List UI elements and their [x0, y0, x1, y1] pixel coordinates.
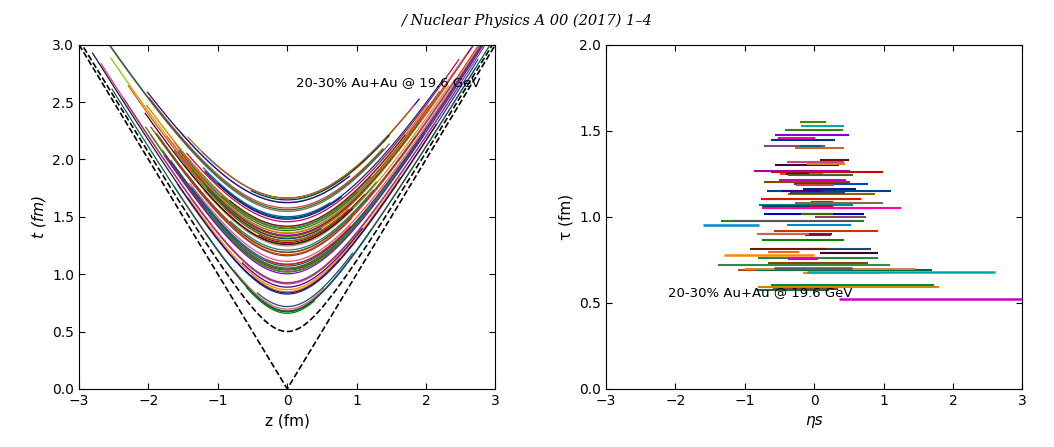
X-axis label: z (fm): z (fm): [265, 413, 310, 428]
Y-axis label: τ (fm): τ (fm): [559, 194, 573, 240]
X-axis label: ηs: ηs: [805, 413, 823, 428]
Text: / Nuclear Physics A 00 (2017) 1–4: / Nuclear Physics A 00 (2017) 1–4: [402, 13, 652, 28]
Text: 20-30% Au+Au @ 19.6 GeV: 20-30% Au+Au @ 19.6 GeV: [295, 76, 480, 89]
Text: 20-30% Au+Au @ 19.6 GeV: 20-30% Au+Au @ 19.6 GeV: [668, 286, 853, 299]
Y-axis label: t (fm): t (fm): [32, 195, 46, 238]
